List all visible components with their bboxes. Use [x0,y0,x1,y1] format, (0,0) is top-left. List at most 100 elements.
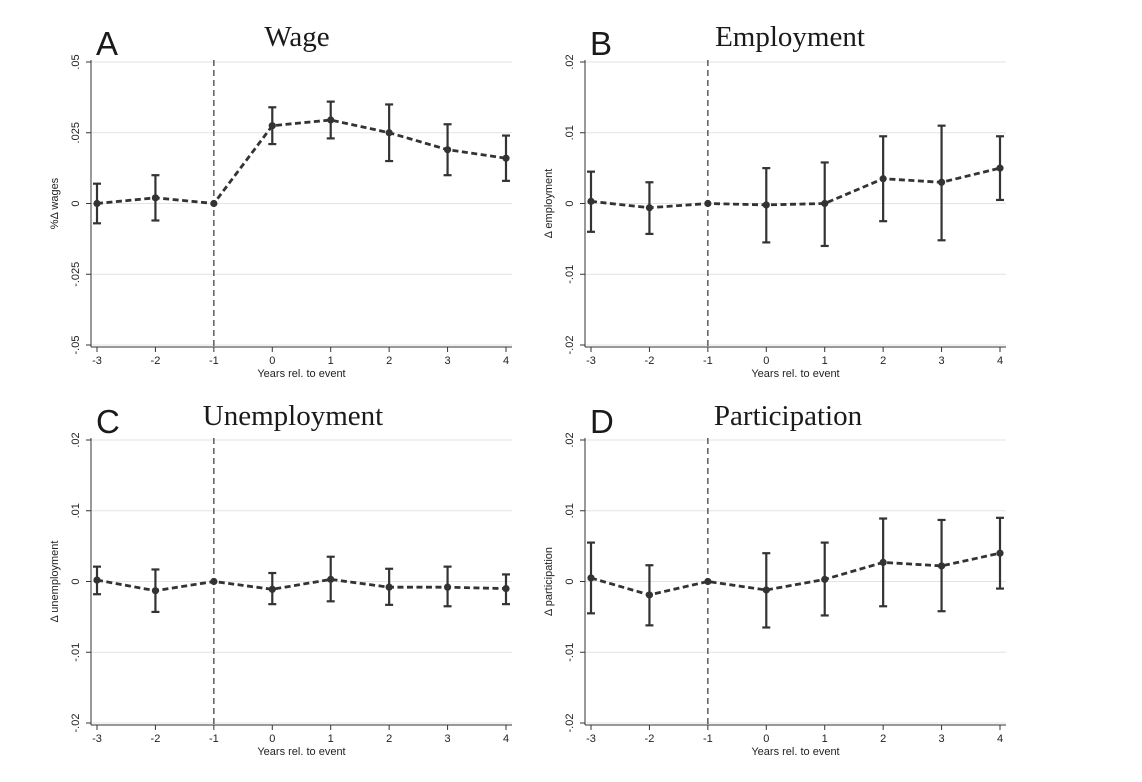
series-line [96,118,507,205]
y-tick-label: -.02 [564,336,576,355]
x-tick-label: -2 [645,733,655,745]
x-tick-label: 4 [997,355,1003,367]
x-tick-label: 2 [880,355,886,367]
data-point [704,577,712,586]
x-tick-label: -1 [209,733,219,745]
data-point [385,129,393,137]
x-axis-label: Years rel. to event [257,368,345,380]
y-tick-label: -.01 [70,643,82,662]
y-tick-label: -.025 [70,262,82,287]
panel-title: Participation [714,400,863,432]
x-tick-label: -3 [92,733,102,745]
data-point [762,201,770,209]
panel-c: C Unemployment -.02 -.01 0 .01 .02 -3 -2 -1 0 1 2 3 4 Y… [49,400,512,758]
x-tick-label: 2 [880,733,886,745]
y-tick-label: .05 [70,54,82,69]
data-point [645,591,654,599]
y-tick-label: 0 [70,200,82,206]
x-tick-label: -2 [151,355,161,367]
panel-letter: C [96,403,120,440]
data-point [879,175,887,183]
series-line [590,551,1001,597]
panel-a: A Wage -.05 -.025 0 .025 .05 -3 -2 -1 0 1 2 3 4 Years r… [49,21,512,380]
data-point [645,204,654,212]
x-tick-label: 1 [822,733,828,745]
series-line [590,166,1001,210]
y-tick-label: -.02 [70,714,82,733]
y-axis-label: Δ participation [543,547,555,616]
data-point [502,154,510,162]
x-tick-label: 1 [822,355,828,367]
data-point [996,164,1004,172]
data-point [151,194,160,202]
data-point [587,197,595,205]
data-point [704,199,712,208]
x-tick-label: 3 [445,733,451,745]
data-point [151,587,160,595]
panel-letter: D [590,403,614,440]
x-tick-label: -2 [151,733,161,745]
y-tick-label: .01 [564,125,576,140]
y-tick-label: .01 [70,503,82,518]
x-tick-label: -3 [586,355,596,367]
data-point [821,199,829,208]
x-axis-label: Years rel. to event [751,746,839,758]
data-point [762,586,770,594]
data-point [879,558,887,566]
panel-title: Wage [264,21,329,53]
x-tick-label: 3 [939,733,945,745]
series-line [96,577,507,593]
y-tick-label: 0 [564,200,576,206]
data-point [996,549,1004,557]
panel-title: Employment [715,21,865,53]
data-point [210,199,218,208]
x-axis-label: Years rel. to event [751,368,839,380]
panel-b: B Employment -.02 -.01 0 .01 .02 -3 -2 -1 0 1 2 3 4 Yea… [543,21,1006,380]
y-tick-label: -.01 [564,265,576,284]
x-tick-label: 0 [269,733,275,745]
panel-letter: A [96,25,118,62]
x-tick-label: 1 [328,355,334,367]
y-tick-label: .01 [564,503,576,518]
data-point [385,583,393,591]
y-tick-label: -.05 [70,336,82,355]
y-tick-label: .02 [564,432,576,447]
data-point [268,122,276,130]
panel-d: D Participation -.02 -.01 0 .01 .02 -3 -2 -1 0 1 2 3 4… [543,400,1006,758]
data-point [937,178,946,186]
data-point [93,576,101,584]
y-tick-label: .025 [70,122,82,143]
y-tick-label: -.01 [564,643,576,662]
panel-letter: B [590,25,612,62]
x-tick-label: -1 [703,733,713,745]
data-point [327,116,335,124]
x-tick-label: 0 [763,733,769,745]
x-tick-label: 0 [269,355,275,367]
data-point [502,584,510,593]
data-point [937,562,946,570]
x-tick-label: 4 [503,733,509,745]
data-point [268,585,276,593]
x-tick-label: 2 [386,733,392,745]
data-point [93,199,101,208]
x-tick-label: -3 [586,733,596,745]
y-tick-label: 0 [70,578,82,584]
x-tick-label: -1 [703,355,713,367]
y-tick-label: .02 [564,54,576,69]
y-axis-label: %Δ wages [49,177,61,229]
x-tick-label: 4 [997,733,1003,745]
x-tick-label: 3 [939,355,945,367]
x-tick-label: 3 [445,355,451,367]
x-tick-label: -3 [92,355,102,367]
y-axis-label: Δ employment [543,169,555,239]
y-axis-label: Δ unemployment [49,541,61,623]
y-tick-label: -.02 [564,714,576,733]
x-tick-label: 1 [328,733,334,745]
panel-title: Unemployment [203,400,383,432]
data-point [821,575,829,583]
x-axis-label: Years rel. to event [257,746,345,758]
data-point [210,577,218,586]
data-point [587,574,595,582]
y-tick-label: 0 [564,578,576,584]
